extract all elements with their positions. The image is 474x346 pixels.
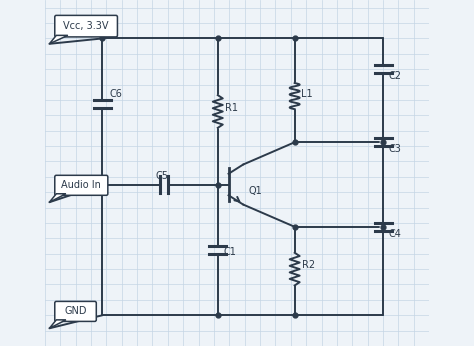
Text: C2: C2 [389,71,402,81]
Text: Q1: Q1 [248,186,262,197]
Text: R2: R2 [301,260,315,270]
FancyBboxPatch shape [55,175,108,195]
Text: Audio In: Audio In [61,180,101,190]
FancyBboxPatch shape [55,15,118,37]
Text: GND: GND [64,307,87,316]
Polygon shape [49,320,66,328]
Text: R1: R1 [225,103,237,113]
Text: C5: C5 [155,171,169,181]
Text: L1: L1 [301,89,312,99]
Text: C3: C3 [389,144,402,154]
Text: C4: C4 [389,229,402,239]
Text: Vcc, 3.3V: Vcc, 3.3V [64,21,109,31]
Text: C6: C6 [109,89,122,99]
Polygon shape [49,35,68,44]
Polygon shape [49,194,66,202]
Text: C1: C1 [224,247,237,257]
FancyBboxPatch shape [55,301,96,321]
